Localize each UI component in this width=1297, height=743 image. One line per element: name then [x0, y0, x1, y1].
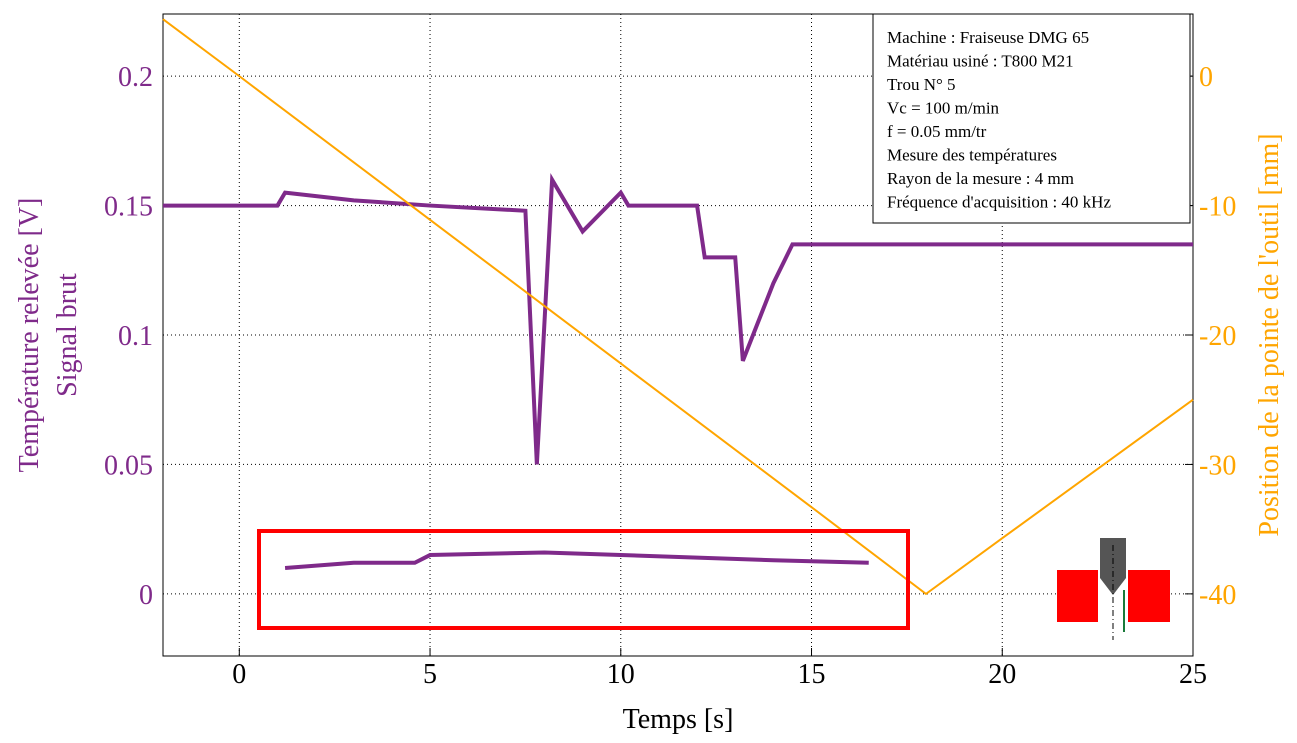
- x-tick-label: 5: [423, 659, 437, 690]
- y-tick-label: 0.1: [118, 321, 153, 352]
- series-line: [163, 172, 1193, 465]
- x-tick-label: 10: [607, 659, 635, 690]
- info-text: Matériau usiné : T800 M21: [887, 52, 1074, 71]
- series-line: [284, 550, 869, 570]
- y2-tick-label: -30: [1199, 450, 1236, 481]
- info-text: Machine : Fraiseuse DMG 65: [887, 28, 1089, 47]
- info-text: Fréquence d'acquisition : 40 kHz: [887, 193, 1111, 212]
- y-axis-label: Signal brut: [52, 273, 83, 397]
- x-tick-label: 15: [798, 659, 826, 690]
- info-text: Rayon de la mesure : 4 mm: [887, 169, 1074, 188]
- y-tick-label: 0: [139, 580, 153, 611]
- info-box: [872, 13, 1191, 224]
- marks: [162, 18, 1194, 596]
- series-line: [162, 18, 1194, 596]
- y-tick-label: 0.05: [104, 450, 153, 481]
- x-tick-label: 25: [1179, 659, 1207, 690]
- x-tick-label: 0: [232, 659, 246, 690]
- y2-tick-label: -20: [1199, 321, 1236, 352]
- info-text: Mesure des températures: [887, 146, 1057, 165]
- y-tick-label: 0.2: [118, 62, 153, 93]
- y2-tick-label: -10: [1199, 192, 1236, 223]
- y2-tick-label: 0: [1199, 62, 1213, 93]
- x-axis-label: Temps [s]: [623, 704, 734, 735]
- drill-icon: [1057, 538, 1170, 640]
- info-text: Trou N° 5: [887, 75, 956, 94]
- y-axis-label: Température relevée [V]: [14, 198, 45, 473]
- info-text: f = 0.05 mm/tr: [887, 122, 987, 141]
- y2-axis-label: Position de la pointe de l'outil [mm]: [1254, 133, 1285, 536]
- x-tick-label: 20: [988, 659, 1016, 690]
- y2-tick-label: -40: [1199, 580, 1236, 611]
- y-tick-label: 0.15: [104, 192, 153, 223]
- info-text: Vc = 100 m/min: [887, 99, 1000, 118]
- highlight-box: [257, 529, 910, 630]
